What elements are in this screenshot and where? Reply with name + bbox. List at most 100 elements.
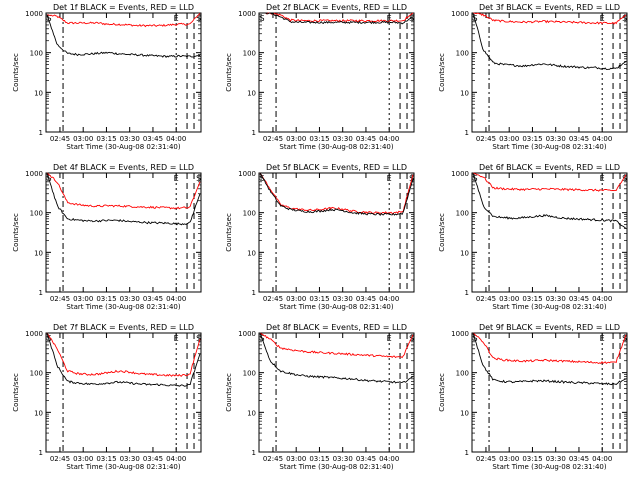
y-tick-label: 100 bbox=[30, 210, 43, 218]
panel-title: Det 6f BLACK = Events, RED = LLD bbox=[479, 163, 620, 172]
x-tick-label: 04:00 bbox=[166, 135, 186, 143]
x-tick-label: 04:00 bbox=[379, 135, 399, 143]
events-series-line bbox=[472, 332, 627, 386]
panel-title: Det 4f BLACK = Events, RED = LLD bbox=[53, 163, 194, 172]
y-tick-label: 1000 bbox=[451, 330, 469, 338]
x-tick-label: 03:00 bbox=[499, 295, 519, 303]
lld-series-line bbox=[472, 12, 627, 25]
y-tick-label: 1000 bbox=[238, 170, 256, 178]
x-tick-label: 03:15 bbox=[96, 295, 116, 303]
events-series-line bbox=[259, 332, 414, 384]
x-tick-label: 02:45 bbox=[50, 455, 70, 463]
event-marker-label: E bbox=[600, 334, 605, 343]
event-marker-label: E bbox=[387, 334, 392, 343]
plot-frame bbox=[258, 332, 415, 453]
lld-series-line bbox=[46, 172, 201, 210]
y-tick-label: 100 bbox=[243, 370, 256, 378]
y-axis-label: Counts/sec bbox=[438, 53, 446, 92]
event-marker-label: S bbox=[260, 14, 265, 23]
y-tick-label: 1 bbox=[39, 289, 43, 297]
x-tick-label: 03:15 bbox=[309, 455, 329, 463]
y-tick-label: 10 bbox=[34, 89, 43, 97]
x-tick-label: 03:15 bbox=[522, 135, 542, 143]
y-tick-label: 1 bbox=[39, 449, 43, 457]
y-tick-label: 10 bbox=[460, 409, 469, 417]
y-tick-label: 1000 bbox=[451, 10, 469, 18]
x-axis-label: Start Time (30-Aug-08 02:31:40) bbox=[279, 143, 393, 151]
events-series-line bbox=[472, 172, 627, 229]
event-marker-label: E bbox=[174, 174, 179, 183]
x-tick-label: 03:30 bbox=[333, 455, 353, 463]
events-series-line bbox=[472, 12, 627, 70]
panel-title: Det 2f BLACK = Events, RED = LLD bbox=[266, 3, 407, 12]
x-tick-label: 03:00 bbox=[73, 455, 93, 463]
event-marker-label: E bbox=[174, 14, 179, 23]
x-tick-label: 02:45 bbox=[50, 295, 70, 303]
x-axis-label: Start Time (30-Aug-08 02:31:40) bbox=[279, 463, 393, 471]
x-axis-label: Start Time (30-Aug-08 02:31:40) bbox=[279, 303, 393, 311]
event-marker-label: S bbox=[47, 14, 52, 23]
plot-frame bbox=[471, 332, 628, 453]
event-marker-label: E bbox=[174, 334, 179, 343]
y-tick-label: 10 bbox=[460, 89, 469, 97]
y-tick-label: 1000 bbox=[25, 10, 43, 18]
y-tick-label: 100 bbox=[456, 50, 469, 58]
x-tick-label: 03:45 bbox=[356, 455, 376, 463]
x-tick-label: 03:45 bbox=[569, 135, 589, 143]
x-tick-label: 02:45 bbox=[50, 135, 70, 143]
events-series-line bbox=[46, 172, 201, 226]
event-marker-label: S bbox=[473, 14, 478, 23]
y-tick-label: 1000 bbox=[451, 170, 469, 178]
event-marker-label: S bbox=[622, 14, 627, 23]
x-tick-label: 04:00 bbox=[166, 295, 186, 303]
y-tick-label: 100 bbox=[456, 370, 469, 378]
plot-frame bbox=[258, 12, 415, 133]
x-tick-label: 03:00 bbox=[499, 135, 519, 143]
panel-1: Det 1f BLACK = Events, RED = LLD 1 10 100 10… bbox=[12, 3, 202, 151]
panel-9: Det 9f BLACK = Events, RED = LLD 1 10 100 10… bbox=[438, 323, 628, 471]
x-tick-label: 04:00 bbox=[592, 455, 612, 463]
lld-series-line bbox=[260, 12, 414, 23]
x-axis-label: Start Time (30-Aug-08 02:31:40) bbox=[492, 463, 606, 471]
x-tick-label: 03:30 bbox=[546, 295, 566, 303]
x-tick-label: 03:15 bbox=[96, 455, 116, 463]
panel-title: Det 7f BLACK = Events, RED = LLD bbox=[53, 323, 194, 332]
y-tick-label: 10 bbox=[247, 249, 256, 257]
x-tick-label: 02:45 bbox=[476, 135, 496, 143]
x-axis-label: Start Time (30-Aug-08 02:31:40) bbox=[66, 463, 180, 471]
y-tick-label: 1 bbox=[465, 129, 469, 137]
plot-frame bbox=[45, 12, 202, 133]
y-axis-label: Counts/sec bbox=[12, 53, 20, 92]
panel-3: Det 3f BLACK = Events, RED = LLD 1 10 100 10… bbox=[438, 3, 628, 151]
lld-series-line bbox=[472, 172, 627, 192]
panel-title: Det 3f BLACK = Events, RED = LLD bbox=[479, 3, 620, 12]
x-tick-label: 02:45 bbox=[476, 455, 496, 463]
plot-frame bbox=[471, 172, 628, 293]
x-tick-label: 03:00 bbox=[286, 135, 306, 143]
panel-title: Det 5f BLACK = Events, RED = LLD bbox=[266, 163, 407, 172]
y-tick-label: 1000 bbox=[25, 170, 43, 178]
y-tick-label: 1000 bbox=[238, 330, 256, 338]
events-series-line bbox=[259, 172, 414, 216]
x-tick-label: 04:00 bbox=[592, 295, 612, 303]
lld-series-line bbox=[259, 332, 414, 359]
x-tick-label: 03:15 bbox=[522, 295, 542, 303]
x-tick-label: 03:45 bbox=[569, 295, 589, 303]
lld-series-line bbox=[472, 332, 627, 365]
x-tick-label: 04:00 bbox=[379, 295, 399, 303]
x-tick-label: 03:15 bbox=[522, 455, 542, 463]
x-tick-label: 03:00 bbox=[286, 295, 306, 303]
x-tick-label: 03:45 bbox=[356, 135, 376, 143]
x-tick-label: 03:30 bbox=[120, 455, 140, 463]
y-tick-label: 1 bbox=[39, 129, 43, 137]
x-tick-label: 03:30 bbox=[333, 295, 353, 303]
x-tick-label: 02:45 bbox=[263, 295, 283, 303]
x-tick-label: 03:00 bbox=[499, 455, 519, 463]
y-axis-label: Counts/sec bbox=[438, 213, 446, 252]
y-tick-label: 10 bbox=[460, 249, 469, 257]
x-axis-label: Start Time (30-Aug-08 02:31:40) bbox=[492, 303, 606, 311]
y-tick-label: 1 bbox=[252, 129, 256, 137]
y-tick-label: 10 bbox=[34, 249, 43, 257]
y-tick-label: 10 bbox=[247, 89, 256, 97]
